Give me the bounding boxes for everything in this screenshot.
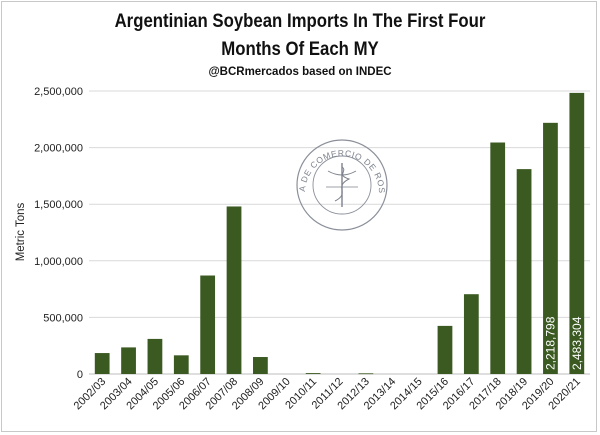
bar [516,169,532,374]
bar [121,347,136,374]
bar [463,294,479,374]
bar [305,373,321,374]
y-tick-label: 2,000,000 [34,143,83,155]
y-tick-label: 1,000,000 [34,256,83,268]
y-axis-label: Metric Tons [15,202,27,261]
y-tick-label: 0 [77,369,83,381]
y-tick-label: 2,500,000 [34,86,83,98]
bar [147,338,163,374]
bar [226,206,242,374]
bar [173,355,189,374]
bolsa-de-comercio-seal: BOLSA DE COMERCIO DE ROSARIO [0,0,388,231]
data-label: 2,483,304 [570,316,584,370]
bar [543,122,558,375]
bar [253,357,268,374]
seal-inner-ring [312,155,372,215]
bar [490,142,506,374]
seal-outer-ring [296,139,388,231]
y-tick-label: 500,000 [43,312,83,324]
gridlines [89,90,590,375]
chart-title: Argentinian Soybean Imports In The First… [114,10,486,32]
y-tick-label: 1,500,000 [34,199,83,211]
bar [200,275,216,374]
bar [94,353,110,374]
data-label: 2,218,798 [543,316,557,370]
y-axis-ticks: 0 500,000 1,000,000 1,500,000 2,000,000 2,500… [34,86,83,381]
bar [358,373,374,375]
chart-subtitle: @BCRmercados based on INDEC [208,66,392,78]
bar [569,92,585,374]
seal-wings [327,170,357,176]
seal-snake [334,166,351,202]
x-axis-ticks: 2002/032003/042004/052005/062006/072007/… [72,376,583,413]
chart-title-line2: Months Of Each MY [221,38,379,60]
bar [437,325,453,374]
bars: 2,218,798 2,483,304 [94,92,585,375]
